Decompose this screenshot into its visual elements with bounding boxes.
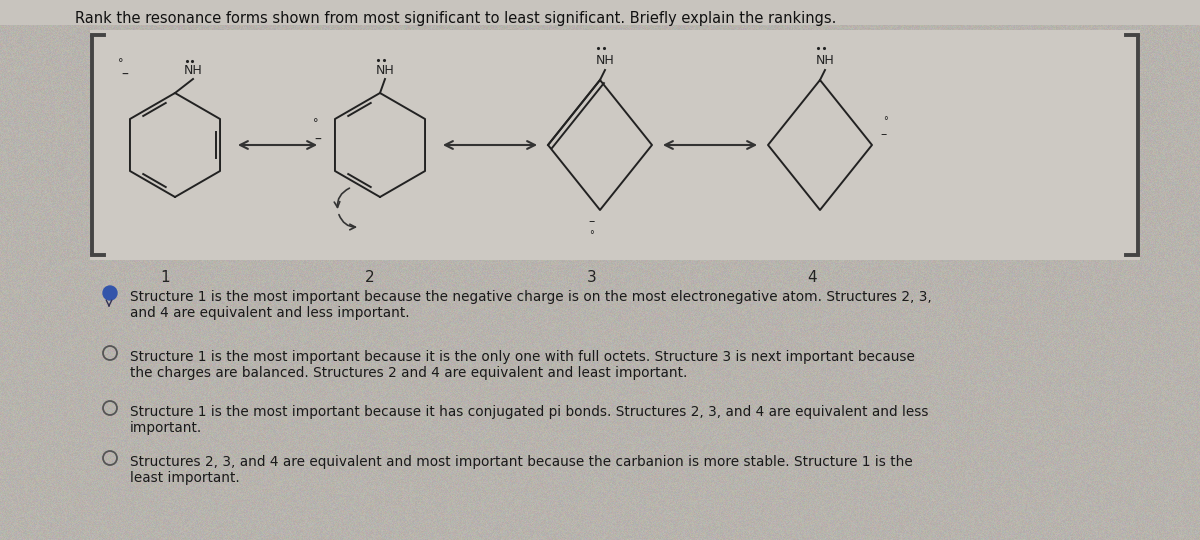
Text: °: ° — [883, 116, 888, 126]
Text: Structure 1 is the most important because it is the only one with full octets. S: Structure 1 is the most important becaus… — [130, 350, 914, 364]
Text: Structures 2, 3, and 4 are equivalent and most important because the carbanion i: Structures 2, 3, and 4 are equivalent an… — [130, 455, 913, 469]
Text: NH: NH — [595, 53, 614, 66]
Text: Structure 1 is the most important because it has conjugated pi bonds. Structures: Structure 1 is the most important becaus… — [130, 405, 929, 419]
Text: Structure 1 is the most important because the negative charge is on the most ele: Structure 1 is the most important becaus… — [130, 290, 931, 304]
Text: 4: 4 — [808, 271, 817, 286]
Text: –: – — [121, 68, 128, 82]
Text: least important.: least important. — [130, 471, 240, 485]
Text: NH: NH — [816, 53, 834, 66]
Text: 1: 1 — [160, 271, 170, 286]
Text: NH: NH — [184, 64, 203, 78]
Text: –: – — [589, 215, 595, 228]
Text: and 4 are equivalent and less important.: and 4 are equivalent and less important. — [130, 306, 409, 320]
Text: 3: 3 — [587, 271, 596, 286]
Text: 2: 2 — [365, 271, 374, 286]
Text: °: ° — [119, 58, 124, 68]
FancyBboxPatch shape — [0, 0, 1200, 25]
Text: –: – — [314, 133, 322, 147]
FancyBboxPatch shape — [90, 30, 1140, 260]
Circle shape — [103, 286, 118, 300]
Text: Rank the resonance forms shown from most significant to least significant. Brief: Rank the resonance forms shown from most… — [74, 10, 836, 25]
Text: important.: important. — [130, 421, 203, 435]
Text: –: – — [881, 129, 887, 141]
Text: the charges are balanced. Structures 2 and 4 are equivalent and least important.: the charges are balanced. Structures 2 a… — [130, 366, 688, 380]
Text: °: ° — [313, 118, 319, 128]
Text: NH: NH — [376, 64, 395, 78]
Text: °: ° — [589, 230, 594, 240]
